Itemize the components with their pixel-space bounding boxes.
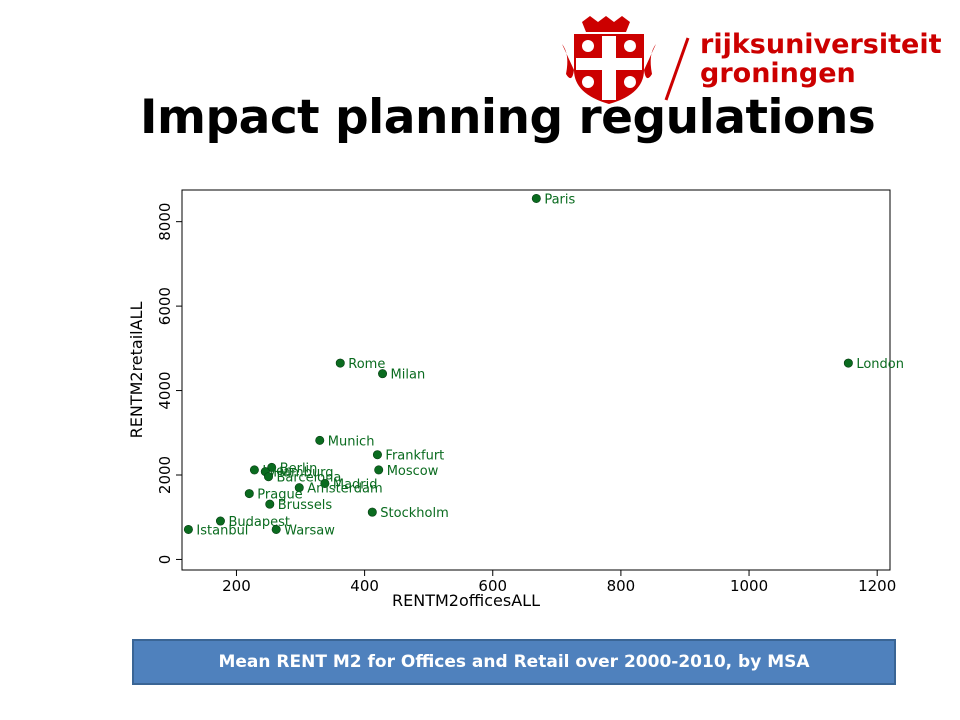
data-label: Moscow xyxy=(387,464,439,479)
data-label: Hamburg xyxy=(273,466,333,481)
data-point xyxy=(244,489,254,499)
university-logo xyxy=(562,16,690,104)
data-label: Berlin xyxy=(280,461,318,476)
scatter-chart: 200 400 600 800 1000 1200 0 2000 4000 6000 8000 REN… xyxy=(127,189,904,610)
data-label: Frankfurt xyxy=(385,449,444,464)
x-tick-label: 200 xyxy=(222,577,251,595)
data-point xyxy=(271,524,281,534)
data-label: Istanbul xyxy=(196,523,248,538)
y-tick-label: 0 xyxy=(156,555,174,565)
data-label: Munich xyxy=(328,434,375,449)
data-label: Milan xyxy=(391,368,426,383)
x-tick-label: 800 xyxy=(607,577,636,595)
y-tick-label: 2000 xyxy=(156,456,174,494)
data-point xyxy=(372,450,382,460)
data-label: Rome xyxy=(348,357,385,372)
logo-slash xyxy=(664,37,690,101)
data-point xyxy=(315,435,325,445)
page-title: Impact planning regulations xyxy=(140,90,876,145)
y-tick-label: 4000 xyxy=(156,371,174,409)
data-label: Stockholm xyxy=(380,506,448,521)
data-label: Prague xyxy=(257,488,302,503)
x-tick-label: 1000 xyxy=(730,577,768,595)
data-point xyxy=(335,358,345,368)
data-point xyxy=(531,193,541,203)
data-point xyxy=(263,472,273,482)
data-point xyxy=(249,465,259,475)
data-point xyxy=(367,507,377,517)
data-label: Warsaw xyxy=(284,523,335,538)
logo-line-1: rijksuniversiteit xyxy=(700,29,942,60)
y-tick-label: 8000 xyxy=(156,203,174,241)
logo-line-2: groningen xyxy=(700,58,856,89)
data-point xyxy=(378,369,388,379)
data-label: Brussels xyxy=(278,498,333,513)
data-label: Madrid xyxy=(333,477,378,492)
data-label: Amsterdam xyxy=(307,482,382,497)
logo-wordmark: rijksuniversiteit groningen xyxy=(700,30,941,88)
data-point xyxy=(843,358,853,368)
crest-icon xyxy=(562,16,656,104)
data-point xyxy=(320,478,330,488)
data-label: London xyxy=(856,357,904,372)
x-axis-label: RENTM2officesALL xyxy=(392,591,540,610)
data-label: Paris xyxy=(544,192,575,207)
y-tick-label: 6000 xyxy=(156,287,174,325)
chart-caption: Mean RENT M2 for Offices and Retail over… xyxy=(132,639,896,685)
data-point xyxy=(215,516,225,526)
data-point xyxy=(374,465,384,475)
data-point xyxy=(267,462,277,472)
data-point xyxy=(183,524,193,534)
x-tick-label: 400 xyxy=(350,577,379,595)
data-point xyxy=(265,499,275,509)
plot-frame xyxy=(181,189,891,571)
data-point xyxy=(294,483,304,493)
x-tick-label: 600 xyxy=(478,577,507,595)
x-tick-label: 1200 xyxy=(858,577,896,595)
y-axis-label: RENTM2retailALL xyxy=(127,302,146,439)
